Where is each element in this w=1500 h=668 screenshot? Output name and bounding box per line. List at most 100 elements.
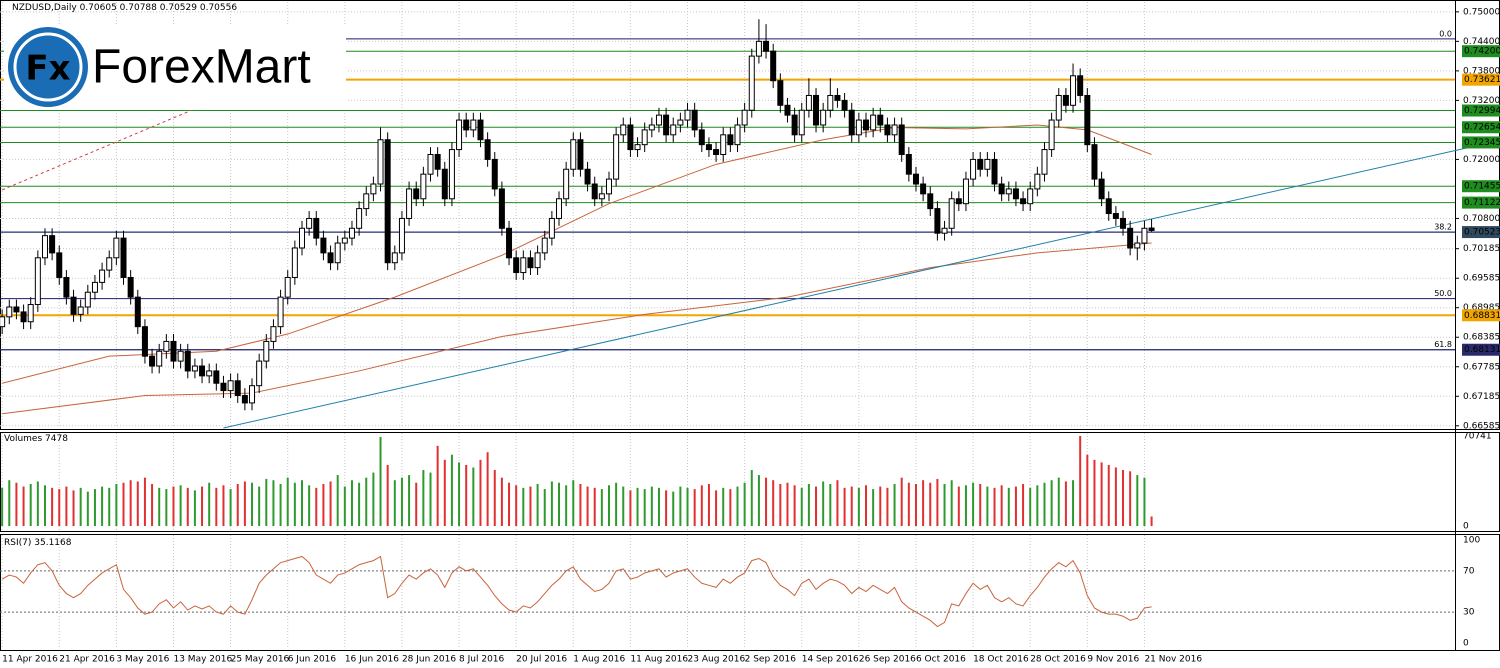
x-tick-label: 6 Oct 2016 bbox=[916, 655, 966, 665]
x-tick-label: 2 Sep 2016 bbox=[745, 655, 797, 665]
candle-body bbox=[384, 139, 391, 264]
volume-tick-label: 70741 bbox=[1463, 432, 1492, 442]
x-tick-label: 11 Aug 2016 bbox=[630, 655, 688, 665]
x-tick-label: 26 Sep 2016 bbox=[859, 655, 916, 665]
volume-bar bbox=[208, 482, 211, 526]
x-tick-label: 13 May 2016 bbox=[173, 655, 232, 665]
candle-body bbox=[263, 340, 270, 362]
candle-body bbox=[855, 119, 862, 136]
rsi-line bbox=[1, 555, 1152, 628]
volume-bar bbox=[929, 482, 932, 526]
candle-body bbox=[698, 129, 705, 146]
rsi-tick-label: 70 bbox=[1463, 566, 1475, 576]
candle-body bbox=[477, 119, 484, 141]
header-ohlc: 0.70529 bbox=[160, 3, 197, 13]
candle-body bbox=[863, 119, 870, 131]
candle-body bbox=[20, 311, 27, 323]
volume-bar bbox=[665, 490, 668, 526]
y-tick-label: 0.66585 bbox=[1463, 421, 1500, 431]
volume-bar bbox=[607, 485, 610, 526]
candle-body bbox=[912, 173, 919, 185]
fib-label: 50.0 bbox=[1434, 289, 1452, 298]
volume-bar bbox=[558, 482, 561, 526]
candle-body bbox=[220, 382, 227, 392]
candle-body bbox=[570, 139, 577, 170]
plot-layer: 0.75000 0.74400 0.73800 0.73200 0.72000 0.708… bbox=[0, 0, 1500, 651]
candle-body bbox=[920, 183, 927, 195]
candle-body bbox=[199, 365, 206, 377]
volume-bar bbox=[129, 480, 132, 526]
candle-body bbox=[356, 208, 363, 229]
candle-body bbox=[127, 276, 134, 298]
volume-bar bbox=[136, 481, 139, 526]
volume-bar bbox=[964, 485, 967, 526]
candle-body bbox=[962, 178, 969, 205]
candle-body bbox=[713, 149, 720, 155]
rsi-tick-label: 30 bbox=[1463, 608, 1475, 618]
volume-bar bbox=[572, 480, 575, 526]
volume-name: Volumes bbox=[4, 434, 42, 444]
candle-body bbox=[327, 252, 334, 264]
volume-bar bbox=[529, 486, 532, 526]
candle-body bbox=[1055, 94, 1062, 121]
candle-body bbox=[1034, 173, 1041, 190]
candle-body bbox=[456, 119, 463, 151]
volume-bar bbox=[465, 464, 468, 526]
candle-body bbox=[934, 208, 941, 234]
volume-bar bbox=[886, 487, 889, 526]
volume-bar bbox=[329, 481, 332, 526]
volume-bar bbox=[300, 480, 303, 526]
volume-bar bbox=[22, 486, 25, 526]
volume-bar bbox=[101, 486, 104, 526]
candle-body bbox=[191, 365, 198, 372]
volume-bar bbox=[43, 485, 46, 526]
volume-bar bbox=[1122, 470, 1125, 526]
candle-body bbox=[370, 183, 377, 195]
volume-bar bbox=[972, 482, 975, 526]
volume-tick-label: 0 bbox=[1463, 522, 1469, 532]
volume-bar bbox=[800, 487, 803, 526]
candle-body bbox=[213, 370, 220, 384]
volume-bar bbox=[151, 484, 154, 526]
x-tick-label: 1 Aug 2016 bbox=[573, 655, 625, 665]
volume-bar bbox=[122, 482, 125, 526]
volume-bar bbox=[400, 477, 403, 526]
volume-bar bbox=[1043, 482, 1046, 526]
volume-bar bbox=[258, 486, 261, 526]
candle-body bbox=[6, 306, 13, 318]
level-label-box bbox=[1462, 309, 1500, 322]
candle-body bbox=[120, 237, 127, 278]
volume-bar bbox=[650, 486, 653, 526]
volume-bar bbox=[815, 486, 818, 526]
volume-bar bbox=[443, 459, 446, 526]
candle-body bbox=[0, 316, 6, 328]
level-label-box bbox=[1462, 343, 1500, 356]
candle-body bbox=[1020, 198, 1027, 205]
candle-body bbox=[334, 242, 341, 264]
volume-bar bbox=[193, 490, 196, 526]
candle-body bbox=[398, 217, 405, 254]
volume-bar bbox=[1143, 477, 1146, 526]
y-tick-label: 0.72000 bbox=[1463, 155, 1500, 165]
x-tick-label: 28 Jun 2016 bbox=[402, 655, 456, 665]
volume-bar bbox=[86, 491, 89, 526]
candle-body bbox=[1098, 178, 1105, 200]
logo-icon: Fx bbox=[25, 49, 70, 89]
x-tick-label: 6 Jun 2016 bbox=[288, 655, 337, 665]
candle-body bbox=[427, 153, 434, 175]
x-tick-label: 16 Jun 2016 bbox=[345, 655, 399, 665]
volume-bar bbox=[729, 489, 732, 526]
candle-body bbox=[734, 124, 741, 146]
x-tick-label: 9 Nov 2016 bbox=[1087, 655, 1139, 665]
candle-body bbox=[149, 355, 156, 367]
volume-bar bbox=[1114, 467, 1117, 526]
y-tick-label: 0.68385 bbox=[1463, 333, 1500, 343]
candle-body bbox=[1084, 94, 1091, 146]
candle-body bbox=[470, 119, 477, 131]
level-label: 0.72345 bbox=[1464, 138, 1500, 148]
volume-title: Volumes 7478 bbox=[4, 434, 68, 444]
candle-body bbox=[563, 168, 570, 200]
candle-body bbox=[227, 380, 234, 392]
y-tick-label: 0.70185 bbox=[1463, 244, 1500, 254]
candle-body bbox=[1091, 144, 1098, 180]
